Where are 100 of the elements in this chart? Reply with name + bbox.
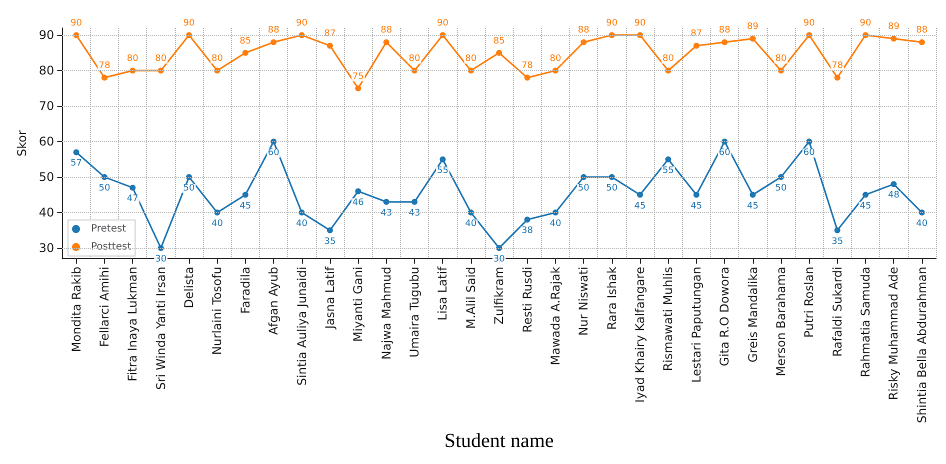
data-label: 50 — [183, 184, 196, 194]
data-label: 80 — [550, 54, 562, 64]
point — [326, 42, 333, 49]
data-label: 87 — [324, 29, 336, 40]
data-label: 40 — [916, 219, 928, 230]
x-tick-label: Mawada A.Rajak — [548, 266, 562, 366]
data-label: 89 — [747, 22, 759, 32]
data-label: 80 — [465, 54, 477, 64]
point — [440, 156, 446, 162]
data-label: 48 — [888, 190, 900, 201]
data-label: 88 — [916, 26, 928, 36]
x-tick-label: Zulfikram — [492, 266, 506, 324]
point — [383, 39, 390, 46]
data-label: 46 — [352, 198, 364, 208]
data-label: 90 — [634, 18, 646, 29]
x-tick-label: Delista — [182, 266, 196, 308]
x-tick-label: M.Alil Said — [464, 266, 478, 329]
point — [101, 74, 108, 81]
x-tick-label: Rafaldi Sukardi — [830, 266, 844, 357]
point — [270, 39, 277, 46]
point — [270, 138, 277, 145]
data-label: 60 — [268, 148, 280, 158]
data-label: 80 — [775, 54, 787, 64]
x-tick-label: Rismawati Muhlis — [661, 266, 676, 372]
data-label: 80 — [126, 54, 139, 64]
legend-label: Pretest — [91, 224, 126, 234]
data-label: 80 — [662, 54, 674, 64]
x-tick-label: Umaira Tugubu — [408, 266, 422, 358]
x-tick-label: Risky Muhammad Ade — [886, 266, 901, 400]
x-tick-label: Najwa Mahmud — [379, 266, 394, 360]
data-label: 45 — [690, 201, 702, 212]
data-label: 55 — [436, 166, 448, 176]
x-tick-label: Rahmatia Samuda — [858, 266, 873, 378]
data-label: 40 — [465, 219, 477, 230]
x-tick-label: Sintia Auliya Junaidi — [294, 266, 309, 386]
legend-label: Posttest — [91, 242, 132, 252]
point — [637, 192, 644, 198]
x-tick-label: Iyad Khairy Kalfangare — [633, 266, 648, 403]
data-label: 85 — [240, 36, 252, 46]
point — [186, 174, 192, 180]
data-label: 80 — [211, 54, 224, 64]
point — [750, 192, 756, 198]
data-label: 60 — [718, 148, 731, 158]
data-label: 90 — [70, 18, 82, 29]
data-label: 45 — [747, 201, 759, 212]
point — [383, 198, 390, 205]
point — [580, 39, 587, 46]
data-label: 30 — [493, 254, 506, 265]
data-label: 43 — [380, 208, 392, 218]
data-label: 85 — [493, 36, 505, 46]
data-label: 57 — [70, 158, 82, 169]
data-label: 55 — [662, 166, 674, 176]
data-label: 45 — [860, 201, 872, 212]
point — [750, 36, 756, 42]
point — [834, 227, 840, 234]
point — [693, 42, 700, 49]
data-label: 47 — [126, 194, 138, 204]
data-label: 45 — [634, 201, 646, 212]
point — [778, 68, 784, 74]
point — [665, 156, 672, 162]
y-tick-label: 40 — [38, 206, 54, 220]
point — [778, 174, 784, 180]
y-tick-label: 90 — [38, 28, 54, 42]
x-tick-label: Jasna Latif — [322, 266, 337, 330]
data-label: 35 — [832, 236, 844, 247]
y-tick-label: 30 — [38, 241, 54, 256]
x-tick-label: Nurlaini Tosofu — [210, 266, 224, 356]
point — [496, 245, 502, 252]
x-tick-label: Putri Roslan — [802, 266, 816, 338]
y-axis-title: Skor — [15, 130, 29, 157]
point — [552, 68, 558, 74]
point — [722, 138, 728, 145]
data-label: 90 — [436, 18, 449, 29]
y-tick-label: 80 — [38, 64, 54, 78]
x-tick-label: Sri Winda Yanti Irsan — [154, 266, 168, 390]
data-label: 50 — [606, 184, 618, 194]
y-tick-label: 70 — [38, 99, 54, 114]
point — [918, 210, 925, 216]
x-tick-label: Faradila — [238, 266, 252, 314]
x-tick-label: Greis Mandalika — [746, 266, 760, 362]
x-tick-label: Fellarci Amihi — [97, 266, 112, 347]
data-label: 89 — [888, 22, 900, 32]
data-label: 88 — [268, 26, 280, 36]
data-label: 75 — [352, 72, 364, 82]
point — [524, 74, 530, 81]
data-label: 80 — [408, 54, 421, 64]
data-label: 38 — [522, 226, 534, 236]
x-tick-label: Rara Ishak — [604, 266, 619, 330]
x-tick-label: Mondita Rakib — [69, 266, 84, 352]
point — [862, 32, 869, 38]
point — [834, 74, 840, 81]
point — [722, 39, 728, 46]
point — [890, 36, 897, 42]
point — [130, 184, 136, 191]
data-label: 78 — [522, 61, 534, 72]
data-label: 30 — [155, 254, 167, 265]
point — [101, 174, 108, 180]
point — [355, 85, 362, 92]
point — [637, 32, 644, 38]
data-label: 45 — [240, 201, 252, 212]
